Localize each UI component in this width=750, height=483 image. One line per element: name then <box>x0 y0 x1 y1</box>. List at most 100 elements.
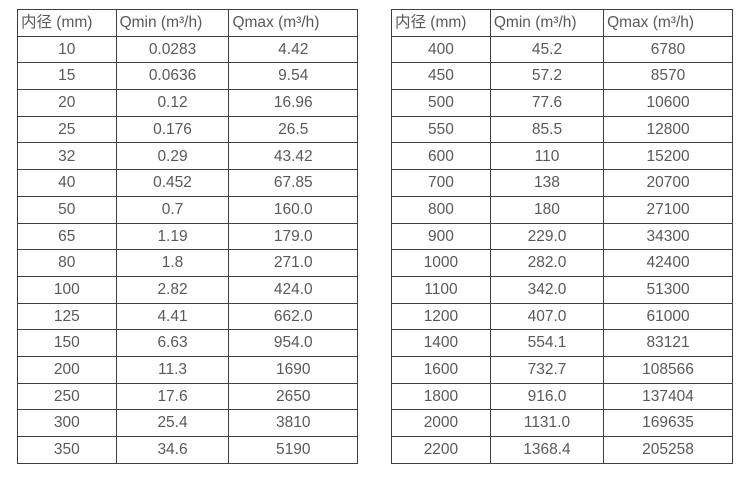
table-cell: 200 <box>17 355 117 384</box>
table-cell: 12800 <box>603 115 733 144</box>
table-cell: 34300 <box>603 222 733 251</box>
table-cell: 40 <box>17 169 117 197</box>
table-cell: 83121 <box>603 329 733 357</box>
table-cell: 20700 <box>603 169 733 197</box>
column-header: 内径 (mm) <box>391 9 491 37</box>
table-row: 1800 916.0 137404 <box>391 382 733 411</box>
table-cell: 10 <box>17 35 117 64</box>
table-cell: 34.6 <box>115 436 230 464</box>
table-row: 1600 732.7 108566 <box>391 355 733 384</box>
column-header: Qmax (m³/h) <box>228 9 358 37</box>
table-cell: 1100 <box>391 275 491 304</box>
table-cell: 43.42 <box>228 142 358 171</box>
table-row: 400 45.2 6780 <box>391 35 733 64</box>
table-cell: 150 <box>17 329 117 357</box>
table-row: 125 4.41 662.0 <box>17 302 358 331</box>
table-cell: 5190 <box>228 436 358 464</box>
table-cell: 0.452 <box>115 169 230 197</box>
table-cell: 4.41 <box>115 302 230 331</box>
table-cell: 57.2 <box>489 62 605 91</box>
table-row: 40 0.452 67.85 <box>17 169 358 197</box>
table-row: 600 110 15200 <box>391 142 733 171</box>
table-cell: 1200 <box>391 302 491 331</box>
table-row: 20 0.12 16.96 <box>17 89 358 117</box>
table-cell: 61000 <box>603 302 733 331</box>
table-cell: 1000 <box>391 249 491 277</box>
table-cell: 450 <box>391 62 491 91</box>
table-cell: 424.0 <box>228 275 358 304</box>
column-header: 内径 (mm) <box>17 9 117 37</box>
flow-table-large-diameters: 内径 (mm) Qmin (m³/h) Qmax (m³/h) 400 45.2 6780… <box>391 9 733 464</box>
table-cell: 42400 <box>603 249 733 277</box>
table-cell: 350 <box>17 436 117 464</box>
table-cell: 205258 <box>603 436 733 464</box>
table-cell: 160.0 <box>228 195 358 224</box>
table-cell: 1690 <box>228 355 358 384</box>
table-cell: 2200 <box>391 436 491 464</box>
flow-table-small-diameters: 内径 (mm) Qmin (m³/h) Qmax (m³/h) 10 0.0283 4.4… <box>17 9 358 464</box>
table-cell: 137404 <box>603 382 733 411</box>
table-row: 15 0.0636 9.54 <box>17 62 358 91</box>
table-row: 1000 282.0 42400 <box>391 249 733 277</box>
table-row: 200 11.3 1690 <box>17 355 358 384</box>
table-cell: 6780 <box>603 35 733 64</box>
table-cell: 16.96 <box>228 89 358 117</box>
table-row: 800 180 27100 <box>391 195 733 224</box>
table-cell: 15200 <box>603 142 733 171</box>
table-cell: 0.7 <box>115 195 230 224</box>
table-cell: 2650 <box>228 382 358 411</box>
table-cell: 2.82 <box>115 275 230 304</box>
table-cell: 1131.0 <box>489 409 605 437</box>
table-cell: 500 <box>391 89 491 117</box>
table-row: 250 17.6 2650 <box>17 382 358 411</box>
table-cell: 32 <box>17 142 117 171</box>
table-row: 65 1.19 179.0 <box>17 222 358 251</box>
table-cell: 300 <box>17 409 117 437</box>
table-cell: 271.0 <box>228 249 358 277</box>
table-row: 50 0.7 160.0 <box>17 195 358 224</box>
table-row: 32 0.29 43.42 <box>17 142 358 171</box>
table-cell: 80 <box>17 249 117 277</box>
table-row: 1100 342.0 51300 <box>391 275 733 304</box>
table-cell: 600 <box>391 142 491 171</box>
table-cell: 229.0 <box>489 222 605 251</box>
table-cell: 3810 <box>228 409 358 437</box>
table-row: 500 77.6 10600 <box>391 89 733 117</box>
table-cell: 954.0 <box>228 329 358 357</box>
table-cell: 77.6 <box>489 89 605 117</box>
table-cell: 125 <box>17 302 117 331</box>
table-cell: 550 <box>391 115 491 144</box>
table-row: 80 1.8 271.0 <box>17 249 358 277</box>
table-cell: 65 <box>17 222 117 251</box>
table-cell: 1800 <box>391 382 491 411</box>
table-row: 550 85.5 12800 <box>391 115 733 144</box>
table-cell: 554.1 <box>489 329 605 357</box>
column-header: Qmax (m³/h) <box>603 9 733 37</box>
table-cell: 400 <box>391 35 491 64</box>
table-cell: 27100 <box>603 195 733 224</box>
table-row: 450 57.2 8570 <box>391 62 733 91</box>
table-cell: 100 <box>17 275 117 304</box>
header-row: 内径 (mm) Qmin (m³/h) Qmax (m³/h) <box>17 9 358 37</box>
table-cell: 138 <box>489 169 605 197</box>
table-cell: 17.6 <box>115 382 230 411</box>
table-cell: 250 <box>17 382 117 411</box>
table-cell: 67.85 <box>228 169 358 197</box>
table-cell: 25 <box>17 115 117 144</box>
table-row: 1200 407.0 61000 <box>391 302 733 331</box>
table-cell: 1600 <box>391 355 491 384</box>
table-cell: 6.63 <box>115 329 230 357</box>
table-row: 2000 1131.0 169635 <box>391 409 733 437</box>
table-cell: 10600 <box>603 89 733 117</box>
table-row: 150 6.63 954.0 <box>17 329 358 357</box>
table-row: 25 0.176 26.5 <box>17 115 358 144</box>
table-cell: 20 <box>17 89 117 117</box>
table-cell: 180 <box>489 195 605 224</box>
table-cell: 0.12 <box>115 89 230 117</box>
table-row: 100 2.82 424.0 <box>17 275 358 304</box>
table-cell: 282.0 <box>489 249 605 277</box>
table-cell: 0.0283 <box>115 35 230 64</box>
table-cell: 2000 <box>391 409 491 437</box>
table-cell: 15 <box>17 62 117 91</box>
